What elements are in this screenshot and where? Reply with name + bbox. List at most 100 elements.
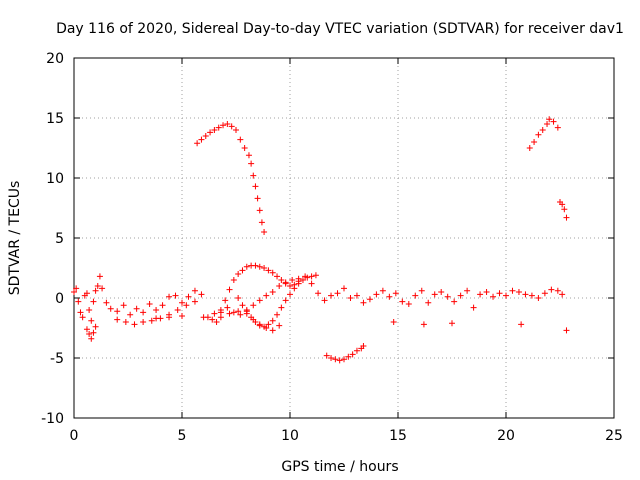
data-point — [418, 287, 425, 294]
data-point — [315, 290, 322, 297]
data-point — [276, 322, 283, 329]
data-point — [79, 314, 86, 321]
data-point — [563, 214, 570, 221]
data-point — [235, 295, 242, 301]
data-point — [399, 298, 406, 305]
data-point — [83, 290, 90, 297]
data-point — [248, 314, 255, 321]
data-point — [289, 277, 296, 283]
series-negative-arc — [323, 343, 367, 364]
data-point — [550, 118, 557, 125]
data-point — [207, 129, 214, 136]
y-tick-label: 10 — [46, 171, 64, 187]
data-point — [73, 285, 80, 292]
data-point — [261, 265, 268, 271]
data-point — [239, 267, 246, 274]
data-point — [386, 293, 393, 300]
data-point — [237, 136, 244, 143]
data-point — [226, 310, 233, 317]
data-point — [256, 297, 263, 304]
data-point — [425, 299, 432, 306]
data-point — [304, 274, 311, 281]
x-tick-label: 20 — [497, 428, 515, 444]
data-point — [241, 145, 248, 151]
data-point — [215, 124, 222, 131]
series-scattered-outliers — [153, 313, 570, 334]
data-point — [159, 302, 166, 309]
data-point — [226, 286, 233, 293]
data-point — [77, 309, 84, 316]
x-tick-label: 25 — [605, 428, 623, 444]
data-point — [420, 321, 427, 328]
data-point — [120, 302, 127, 309]
data-point — [366, 296, 373, 303]
data-point — [224, 304, 231, 311]
y-tick-label: 20 — [46, 51, 64, 67]
data-point — [103, 299, 110, 306]
series-upper-arc-left — [194, 121, 268, 235]
data-point — [265, 321, 272, 328]
x-tick-label: 10 — [281, 428, 299, 444]
data-point — [133, 305, 140, 312]
data-point — [312, 272, 319, 279]
data-point — [431, 291, 438, 298]
y-tick-label: 5 — [55, 231, 64, 247]
data-point — [265, 267, 272, 274]
data-point — [209, 316, 216, 323]
data-point — [148, 317, 155, 324]
data-point — [252, 183, 259, 190]
data-point — [299, 277, 306, 283]
data-point — [166, 293, 173, 300]
data-point — [200, 314, 207, 321]
data-point — [541, 290, 548, 297]
data-point — [233, 127, 239, 133]
data-point — [526, 145, 533, 151]
data-point — [252, 262, 259, 269]
data-point — [528, 292, 535, 299]
data-point — [122, 319, 129, 325]
data-point — [278, 304, 285, 311]
data-point — [127, 311, 134, 318]
series-falling-arc — [235, 272, 319, 330]
data-point — [140, 319, 147, 325]
data-point — [107, 305, 114, 312]
data-point — [405, 301, 412, 307]
data-point — [269, 317, 276, 324]
data-point — [278, 277, 285, 283]
data-point — [503, 292, 509, 299]
x-tick-label: 15 — [389, 428, 407, 444]
data-point — [90, 298, 97, 305]
data-point — [88, 317, 95, 324]
data-point — [250, 172, 257, 179]
data-point — [539, 127, 546, 133]
data-point — [224, 121, 231, 127]
data-point — [295, 280, 302, 287]
data-point — [92, 287, 99, 294]
series-lower-band — [114, 298, 283, 334]
data-point — [96, 273, 103, 280]
data-point — [211, 127, 218, 133]
data-point — [477, 291, 484, 298]
data-point — [451, 298, 458, 305]
data-point — [153, 315, 160, 322]
data-point — [86, 307, 93, 313]
y-tick-label: -10 — [41, 411, 64, 427]
data-point — [263, 292, 270, 299]
data-point — [360, 343, 367, 349]
data-point — [332, 356, 339, 363]
data-point — [444, 293, 451, 300]
data-point — [172, 292, 179, 299]
y-tick-label: -5 — [50, 351, 64, 367]
data-point — [438, 289, 445, 295]
data-point — [243, 263, 250, 270]
series-rising-arc — [213, 262, 302, 325]
data-point — [269, 289, 276, 295]
y-tick-labels: -10 -5 0 5 10 15 20 — [41, 51, 64, 427]
x-tick-label: 0 — [70, 428, 79, 444]
data-point — [287, 283, 293, 289]
data-point — [291, 285, 298, 292]
data-point — [237, 311, 244, 318]
data-point — [185, 293, 192, 300]
data-point — [535, 131, 542, 138]
data-point — [258, 219, 265, 226]
